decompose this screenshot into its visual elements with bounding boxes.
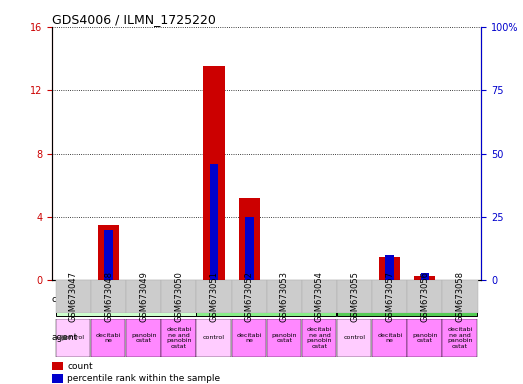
Text: count: count bbox=[67, 361, 93, 371]
Bar bbox=[238, 198, 260, 280]
Bar bbox=[372, 280, 407, 313]
Text: GSM673057: GSM673057 bbox=[385, 271, 394, 322]
Text: GSM673053: GSM673053 bbox=[280, 271, 289, 322]
Text: decitabi
ne: decitabi ne bbox=[377, 333, 402, 343]
Bar bbox=[245, 217, 254, 280]
Bar bbox=[232, 280, 267, 313]
Text: percentile rank within the sample: percentile rank within the sample bbox=[67, 374, 220, 383]
Bar bbox=[302, 319, 336, 357]
Bar bbox=[337, 283, 477, 316]
Bar bbox=[56, 319, 90, 357]
Bar bbox=[267, 280, 302, 313]
Bar bbox=[302, 280, 337, 283]
Bar bbox=[98, 225, 119, 280]
Bar bbox=[91, 280, 126, 313]
Bar bbox=[442, 319, 477, 357]
Bar bbox=[126, 319, 161, 357]
Bar bbox=[197, 280, 232, 283]
Text: decitabi
ne and
panobin
ostat: decitabi ne and panobin ostat bbox=[306, 327, 332, 349]
Bar bbox=[302, 280, 337, 313]
Text: panobin
ostat: panobin ostat bbox=[412, 333, 438, 343]
Text: GDS4006 / ILMN_1725220: GDS4006 / ILMN_1725220 bbox=[52, 13, 216, 26]
Text: panobin
ostat: panobin ostat bbox=[131, 333, 156, 343]
Text: GSM673047: GSM673047 bbox=[69, 271, 78, 322]
Bar bbox=[385, 255, 394, 280]
Bar bbox=[197, 283, 336, 316]
Text: decitabi
ne: decitabi ne bbox=[96, 333, 121, 343]
Bar bbox=[442, 280, 477, 283]
Text: control: control bbox=[203, 335, 225, 341]
Bar bbox=[232, 280, 267, 283]
Text: GSM673058: GSM673058 bbox=[456, 271, 464, 322]
Bar bbox=[407, 280, 442, 283]
Bar bbox=[52, 362, 63, 370]
Bar bbox=[56, 283, 196, 316]
Bar bbox=[379, 257, 400, 280]
Bar bbox=[161, 280, 197, 283]
Bar bbox=[337, 319, 371, 357]
Bar bbox=[210, 164, 219, 280]
Text: decitabi
ne and
panobin
ostat: decitabi ne and panobin ostat bbox=[447, 327, 473, 349]
Text: GSM673054: GSM673054 bbox=[315, 271, 324, 322]
Text: cell line: cell line bbox=[52, 295, 87, 304]
Bar bbox=[126, 280, 161, 283]
Bar bbox=[372, 319, 407, 357]
Bar bbox=[197, 319, 231, 357]
Bar bbox=[267, 280, 302, 283]
Text: GSM673056: GSM673056 bbox=[420, 271, 429, 322]
Bar bbox=[161, 280, 197, 313]
Bar bbox=[442, 280, 477, 313]
Bar bbox=[407, 319, 442, 357]
Bar bbox=[337, 280, 372, 283]
Text: GSM673051: GSM673051 bbox=[210, 271, 219, 322]
Text: control: control bbox=[344, 335, 366, 341]
Text: GSM673049: GSM673049 bbox=[139, 271, 148, 322]
Bar bbox=[203, 66, 224, 280]
Bar bbox=[337, 280, 372, 313]
Bar bbox=[232, 319, 266, 357]
Bar bbox=[91, 280, 126, 283]
Text: GSM673050: GSM673050 bbox=[174, 271, 184, 322]
Bar bbox=[420, 273, 429, 280]
Text: control: control bbox=[62, 335, 84, 341]
Text: GSM673048: GSM673048 bbox=[104, 271, 113, 322]
Text: decitabi
ne: decitabi ne bbox=[236, 333, 262, 343]
Text: DLBCL line OCI-Ly10: DLBCL line OCI-Ly10 bbox=[217, 295, 316, 305]
Bar bbox=[161, 319, 196, 357]
Bar bbox=[372, 280, 407, 283]
Text: decitabi
ne and
panobin
ostat: decitabi ne and panobin ostat bbox=[166, 327, 191, 349]
Bar bbox=[56, 280, 91, 313]
Text: DLBCL line Su-DHL6: DLBCL line Su-DHL6 bbox=[358, 295, 457, 305]
Bar bbox=[52, 374, 63, 383]
Bar bbox=[56, 280, 91, 283]
Text: agent: agent bbox=[52, 333, 78, 343]
Bar bbox=[407, 280, 442, 313]
Bar bbox=[104, 230, 113, 280]
Text: panobin
ostat: panobin ostat bbox=[271, 333, 297, 343]
Bar bbox=[126, 280, 161, 313]
Bar bbox=[91, 319, 126, 357]
Text: DLBCL line OCI-Ly1: DLBCL line OCI-Ly1 bbox=[79, 295, 173, 305]
Bar bbox=[267, 319, 301, 357]
Text: GSM673052: GSM673052 bbox=[245, 271, 254, 322]
Text: GSM673055: GSM673055 bbox=[350, 271, 359, 322]
Bar bbox=[197, 280, 232, 313]
Bar bbox=[414, 276, 436, 280]
